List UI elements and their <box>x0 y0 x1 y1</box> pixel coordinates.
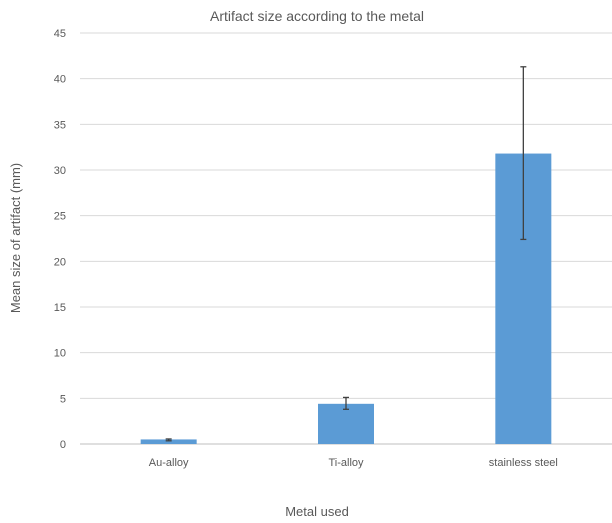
y-tick-labels: 0 5 10 15 20 25 30 35 40 45 <box>54 28 66 451</box>
x-tick-label: Ti-alloy <box>328 457 364 469</box>
y-tick-label: 45 <box>54 28 66 40</box>
gridlines <box>80 32 612 445</box>
y-tick-label: 10 <box>54 348 66 360</box>
y-tick-label: 40 <box>54 74 66 86</box>
x-axis-title: Metal used <box>285 504 349 519</box>
bars <box>140 153 552 444</box>
y-tick-label: 0 <box>60 439 66 451</box>
bar <box>140 439 197 444</box>
chart-title: Artifact size according to the metal <box>210 8 424 24</box>
y-tick-label: 25 <box>54 211 66 223</box>
bar <box>318 403 374 444</box>
x-tick-labels: Au-alloy Ti-alloy stainless steel <box>149 457 558 469</box>
y-axis-title: Mean size of artifact (mm) <box>8 163 23 313</box>
error-bars <box>165 66 527 442</box>
y-tick-label: 5 <box>60 393 66 405</box>
y-tick-label: 20 <box>54 256 66 268</box>
x-tick-label: stainless steel <box>489 457 558 469</box>
y-tick-label: 30 <box>54 165 66 177</box>
y-tick-label: 15 <box>54 302 66 314</box>
x-tick-label: Au-alloy <box>149 457 189 469</box>
y-tick-label: 35 <box>54 119 66 131</box>
